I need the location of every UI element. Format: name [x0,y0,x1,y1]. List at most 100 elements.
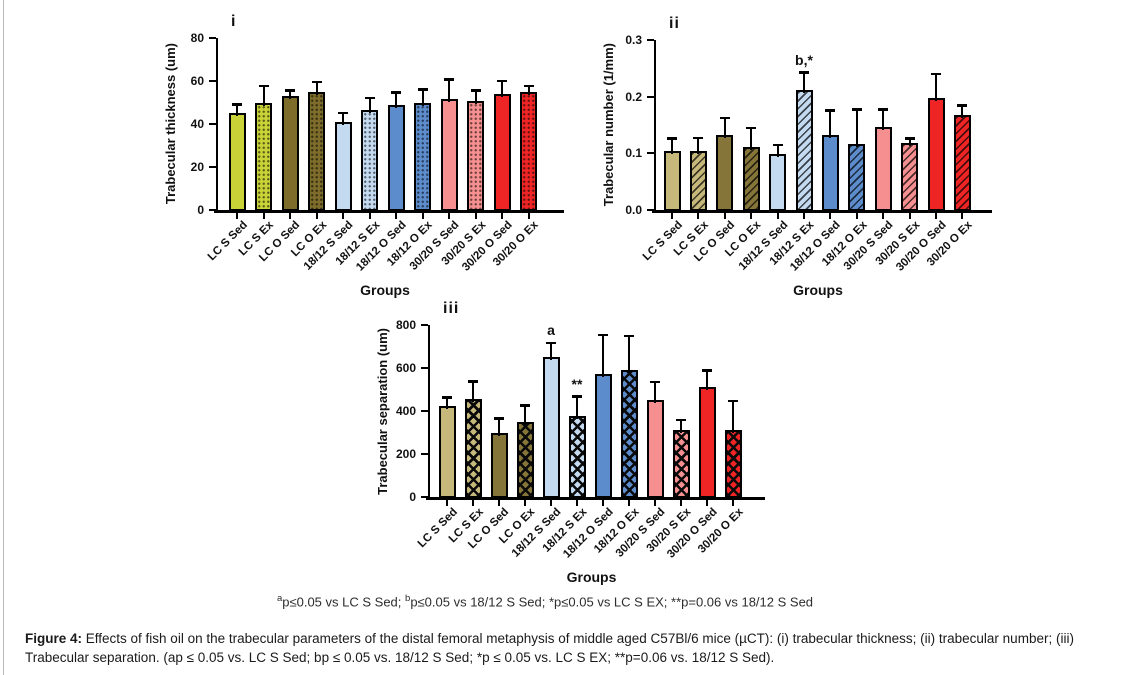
x-tick-mark [776,212,779,219]
error-bar-cap [520,404,530,407]
error-bar-cap [667,137,677,140]
x-tick-mark [368,212,371,219]
error-bar-stem [421,89,424,106]
x-tick-mark [236,212,238,219]
bar-LC-O-Ex [516,421,534,498]
y-tick-mark [647,152,654,155]
x-tick-mark [628,499,630,506]
error-bar-cap [904,137,915,140]
figure-caption-label: Figure 4: [25,631,83,646]
bar-30-20-S-Sed [874,127,892,211]
error-bar-cap [546,341,556,345]
bar-30-20-S-Ex [467,101,484,211]
x-tick-mark [395,212,397,219]
y-tick-label: 0.3 [625,33,642,47]
error-bar-cap [468,380,478,383]
footnote-segment-1: p≤0.05 vs LC S Sed; [282,594,406,610]
bar-18-12-S-Sed [769,154,787,211]
error-bar-stem [882,109,885,131]
y-tick-mark [209,209,216,211]
chart-trabecular-separation: iii Trabecular separation (um) Groups 0 200 4… [375,300,765,585]
x-tick-mark [829,212,832,219]
x-tick-mark [855,212,858,219]
y-axis-line [428,325,430,499]
error-bar-stem [395,92,397,108]
x-tick-mark [803,212,805,219]
y-axis-line [216,38,218,212]
x-tick-mark [697,212,700,219]
x-tick-mark [908,212,911,219]
bar-30-20-O-Ex [520,91,537,211]
y-tick-label: 60 [190,74,204,88]
chart-index-label: iii [443,300,460,317]
error-bar-cap [494,417,504,420]
x-tick-mark [524,499,526,506]
y-tick-mark [647,39,654,41]
error-bar-stem [723,118,726,139]
bar-30-20-S-Sed [646,399,664,498]
x-tick-mark [723,212,726,219]
figure-caption-text: Effects of fish oil on the trabecular pa… [25,631,1074,666]
error-bar-stem [908,138,911,147]
x-tick-mark [498,499,500,506]
bar-30-20-O-Ex [724,429,742,498]
error-bar-stem [576,396,578,419]
error-bar-cap [693,136,704,140]
footnote-segment-2: p≤0.05 vs 18/12 S Sed; *p≤0.05 vs LC S E… [410,594,814,610]
y-tick-label: 400 [395,404,416,418]
error-bar-stem [236,104,238,117]
bar-LC-O-Sed [281,96,299,211]
error-bar-stem [628,336,630,373]
error-bar-cap [442,396,452,399]
x-axis-line [426,497,765,500]
error-bar-cap [799,71,809,74]
error-bar-stem [671,138,673,154]
error-bar-stem [262,86,265,106]
error-bar-cap [702,369,712,372]
error-bar-stem [803,72,805,93]
x-tick-mark [474,212,477,219]
y-tick-label: 200 [395,447,416,461]
y-tick-mark [209,166,216,168]
y-tick-label: 0 [197,203,204,217]
x-tick-mark [262,212,265,219]
bar-18-12-S-Ex [361,110,378,211]
error-bar-cap [338,111,348,115]
error-bar-cap [728,399,738,403]
bar-30-20-O-Ex [953,114,971,211]
error-bar-cap [719,116,730,120]
y-tick-label: 40 [190,117,204,131]
chart-index-label: i [231,13,237,30]
x-tick-mark [446,499,448,506]
error-bar-cap [444,78,454,81]
bar-LC-O-Sed [716,135,734,211]
bar-LC-S-Sed [438,405,456,498]
x-tick-mark [315,212,318,219]
error-bar-cap [676,418,686,422]
error-bar-stem [368,98,371,114]
error-bar-stem [732,401,734,433]
x-tick-mark [550,499,552,506]
error-bar-cap [470,89,481,92]
x-tick-mark [750,212,753,219]
bar-LC-S-Ex [464,399,482,498]
y-tick-mark [209,80,216,82]
significance-annotation: b,* [795,51,813,68]
x-tick-mark [289,212,291,219]
footnote-sup-b: b [405,593,411,604]
error-bar-stem [448,79,450,103]
error-bar-cap [878,108,889,111]
bar-18-12-O-Sed [387,104,405,211]
error-bar-stem [315,82,318,95]
bar-18-12-O-Sed [594,373,612,498]
x-tick-mark [671,212,673,219]
y-tick-label: 0 [409,490,416,504]
x-tick-mark [935,212,937,219]
error-bar-stem [750,128,753,151]
error-bar-stem [498,418,500,436]
bar-30-20-S-Ex [672,429,690,498]
y-tick-mark [421,324,428,326]
x-tick-mark [448,212,450,219]
bar-LC-S-Sed [228,113,246,211]
error-bar-cap [523,84,534,88]
